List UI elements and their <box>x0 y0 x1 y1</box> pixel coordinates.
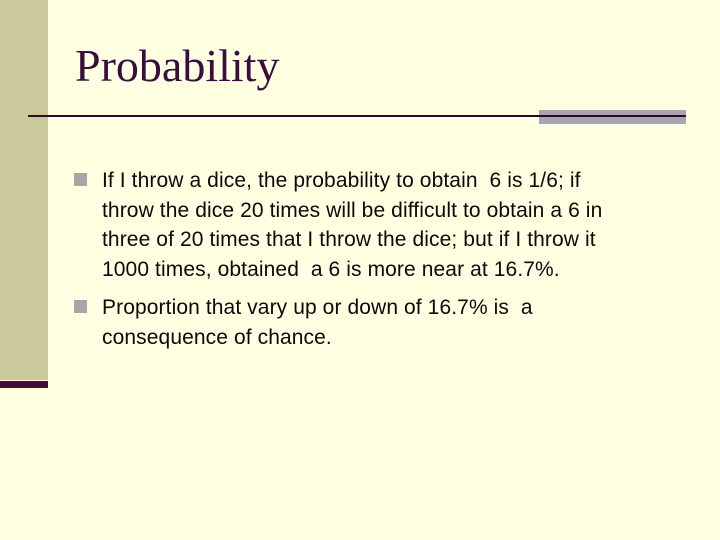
bullet-text-1: If I throw a dice, the probability to ob… <box>102 169 603 281</box>
square-bullet-icon <box>74 300 87 313</box>
list-item: Proportion that vary up or down of 16.7%… <box>74 293 699 352</box>
title-rule-accent-block <box>539 110 686 124</box>
bullet-text-2: Proportion that vary up or down of 16.7%… <box>102 296 533 349</box>
title-rule-line <box>28 115 686 117</box>
page-title: Probability <box>75 40 280 91</box>
list-item: If I throw a dice, the probability to ob… <box>74 166 699 284</box>
left-sidebar-band <box>0 0 48 380</box>
bullet-list: If I throw a dice, the probability to ob… <box>74 166 699 361</box>
sidebar-accent-bar <box>0 381 48 388</box>
square-bullet-icon <box>74 173 87 186</box>
